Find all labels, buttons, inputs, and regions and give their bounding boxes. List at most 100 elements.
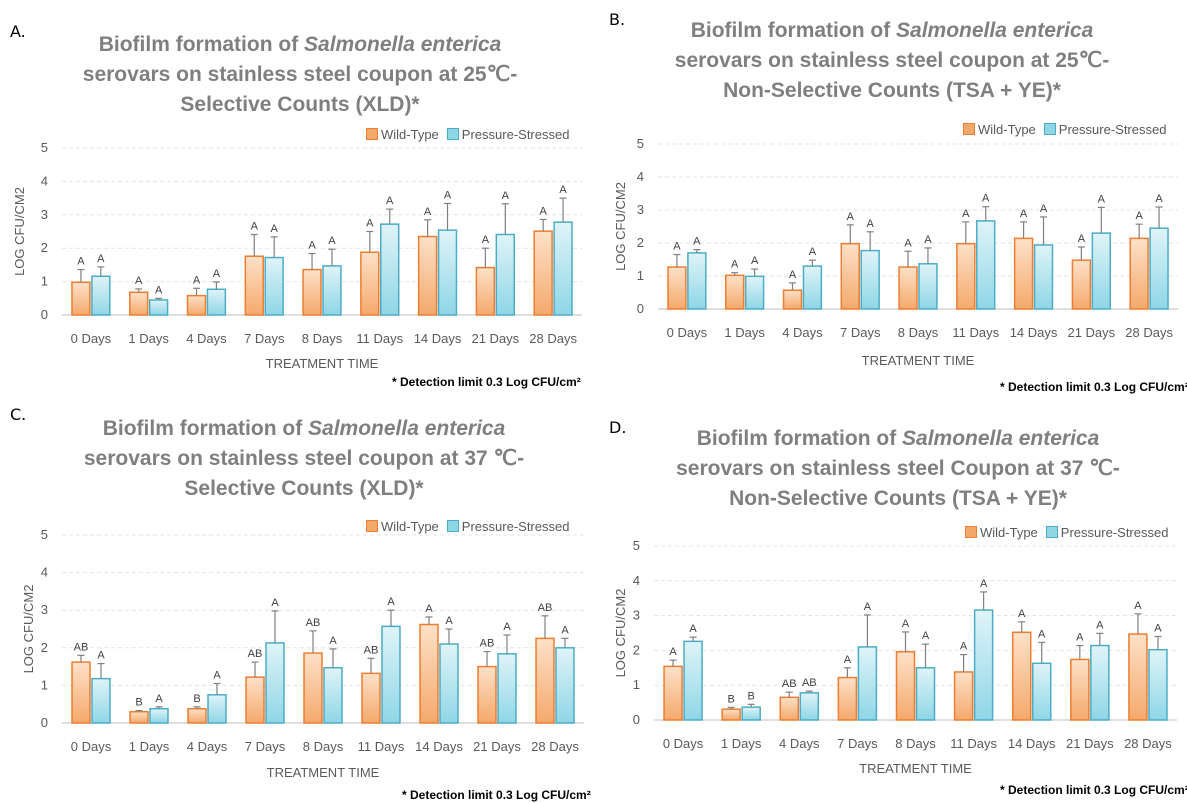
bar-wild-type bbox=[535, 637, 555, 724]
chart-title: Biofilm formation of Salmonella enterica… bbox=[674, 19, 1110, 102]
detection-limit-note: * Detection limit 0.3 Log CFU/cm² bbox=[1000, 783, 1187, 797]
chart-legend: Wild-Type Pressure-Stressed bbox=[963, 122, 1166, 137]
bar-wild-type bbox=[779, 696, 800, 721]
x-tick-label: 21 Days bbox=[471, 331, 519, 346]
significance-label: A bbox=[1155, 193, 1163, 205]
significance-label: AB bbox=[364, 644, 379, 656]
bar-pressure-stressed bbox=[1091, 232, 1111, 310]
significance-label: A bbox=[904, 237, 912, 249]
significance-label: A bbox=[97, 650, 105, 662]
significance-label: A bbox=[503, 621, 511, 633]
bar-pressure-stressed bbox=[1149, 227, 1169, 310]
bar-wild-type bbox=[721, 708, 741, 721]
detection-limit-note: * Detection limit 0.3 Log CFU/cm² bbox=[1000, 380, 1187, 394]
bar-pressure-stressed bbox=[1031, 662, 1052, 721]
bar-pressure-stressed bbox=[1148, 648, 1168, 721]
detection-limit-note: * Detection limit 0.3 Log CFU/cm² bbox=[392, 375, 581, 389]
legend-swatch bbox=[1043, 123, 1056, 135]
legend-item-pressure-stressed: Pressure-Stressed bbox=[446, 519, 569, 534]
bar-pressure-stressed bbox=[744, 275, 765, 310]
legend-item-wild-type: Wild-Type bbox=[366, 519, 439, 534]
y-tick-label: 2 bbox=[41, 640, 48, 655]
y-tick-label: 0 bbox=[637, 301, 644, 316]
significance-label: AB bbox=[74, 641, 89, 653]
bar-pressure-stressed bbox=[207, 694, 227, 724]
bar-wild-type bbox=[419, 623, 439, 724]
x-tick-label: 1 Days bbox=[721, 736, 762, 751]
legend-swatch bbox=[446, 520, 459, 532]
bar-wild-type bbox=[898, 266, 918, 310]
x-tick-label: 21 Days bbox=[1066, 736, 1114, 751]
y-tick-label: 1 bbox=[41, 274, 48, 289]
x-tick-label: 7 Days bbox=[837, 736, 878, 751]
y-tick-label: 5 bbox=[41, 140, 48, 155]
bar-pressure-stressed bbox=[973, 609, 994, 721]
bar-pressure-stressed bbox=[322, 265, 342, 316]
y-tick-label: 1 bbox=[633, 677, 640, 692]
bar-pressure-stressed bbox=[799, 692, 820, 721]
x-tick-label: 14 Days bbox=[1008, 736, 1056, 751]
legend-swatch bbox=[366, 520, 378, 532]
bar-wild-type bbox=[840, 242, 860, 310]
significance-label: A bbox=[387, 596, 395, 608]
species-name: Salmonella enterica bbox=[896, 19, 1094, 42]
y-tick-label: 4 bbox=[633, 573, 640, 588]
significance-label: AB bbox=[538, 602, 553, 614]
bar-wild-type bbox=[475, 266, 496, 316]
y-tick-label: 4 bbox=[41, 565, 48, 580]
significance-label: A bbox=[425, 603, 433, 615]
y-tick-label: 5 bbox=[637, 136, 644, 151]
significance-label: A bbox=[97, 253, 105, 265]
significance-label: AB bbox=[248, 648, 263, 660]
x-tick-label: 28 Days bbox=[531, 739, 579, 754]
bar-wild-type bbox=[1071, 259, 1092, 310]
legend-item-wild-type: Wild-Type bbox=[963, 122, 1036, 137]
x-tick-label: 1 Days bbox=[128, 331, 169, 346]
significance-label: A bbox=[271, 597, 279, 609]
bar-pressure-stressed bbox=[860, 249, 880, 310]
bar-pressure-stressed bbox=[1033, 244, 1054, 310]
legend-item-wild-type: Wild-Type bbox=[965, 525, 1038, 540]
y-tick-label: 5 bbox=[633, 538, 640, 553]
y-tick-label: 2 bbox=[41, 240, 48, 255]
x-tick-label: 4 Days bbox=[186, 331, 227, 346]
significance-label: A bbox=[809, 246, 817, 258]
bar-wild-type bbox=[1070, 658, 1090, 721]
y-tick-label: 2 bbox=[633, 642, 640, 657]
bar-wild-type bbox=[417, 235, 438, 316]
y-tick-label: 3 bbox=[633, 608, 640, 623]
bar-pressure-stressed bbox=[683, 640, 703, 721]
x-tick-label: 0 Days bbox=[71, 739, 112, 754]
bar-pressure-stressed bbox=[976, 220, 996, 310]
bar-wild-type bbox=[71, 661, 91, 724]
significance-label: A bbox=[1078, 233, 1086, 245]
bar-wild-type bbox=[837, 676, 858, 721]
bar-wild-type bbox=[1128, 633, 1148, 721]
significance-label: A bbox=[751, 255, 759, 267]
bar-pressure-stressed bbox=[802, 265, 823, 310]
chart-title: Biofilm formation of Salmonella enterica… bbox=[83, 417, 525, 500]
significance-label: A bbox=[864, 601, 872, 613]
legend-swatch bbox=[965, 526, 977, 538]
bar-wild-type bbox=[244, 255, 264, 316]
bar-pressure-stressed bbox=[381, 625, 401, 724]
bar-pressure-stressed bbox=[206, 288, 227, 316]
panel-letter: C. bbox=[10, 405, 27, 424]
x-tick-label: 1 Days bbox=[724, 325, 765, 340]
significance-label: A bbox=[424, 206, 432, 218]
bar-pressure-stressed bbox=[553, 221, 573, 316]
significance-label: A bbox=[844, 654, 852, 666]
significance-label: A bbox=[559, 184, 567, 196]
y-tick-label: 5 bbox=[41, 527, 48, 542]
bar-wild-type bbox=[186, 294, 207, 316]
significance-label: A bbox=[1154, 622, 1162, 634]
significance-label: A bbox=[847, 211, 855, 223]
bar-pressure-stressed bbox=[555, 647, 575, 724]
x-tick-label: 11 Days bbox=[356, 331, 403, 346]
significance-label: A bbox=[1096, 619, 1104, 631]
significance-label: A bbox=[444, 189, 452, 201]
significance-label: A bbox=[271, 223, 279, 235]
legend-item-pressure-stressed: Pressure-Stressed bbox=[1045, 525, 1168, 540]
x-axis-label: TREATMENT TIME bbox=[267, 765, 380, 780]
legend-item-pressure-stressed: Pressure-Stressed bbox=[446, 127, 569, 142]
